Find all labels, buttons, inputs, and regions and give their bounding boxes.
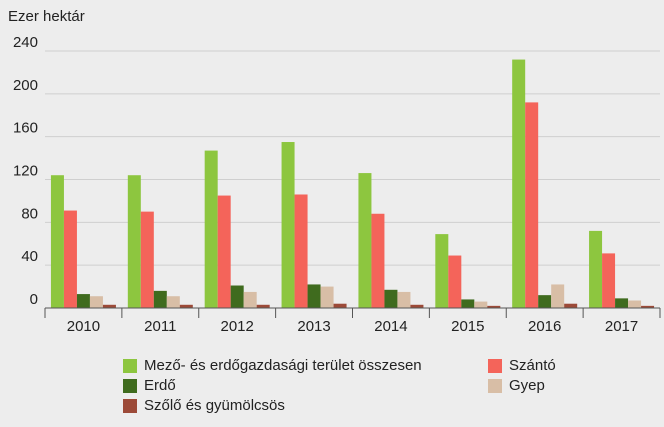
bar — [256, 304, 270, 308]
legend-swatch — [123, 399, 137, 413]
bar — [538, 295, 552, 308]
bar — [435, 234, 449, 308]
legend-label: Mező- és erdőgazdasági terület összesen — [144, 357, 422, 374]
bar — [243, 291, 257, 308]
bar — [127, 175, 141, 308]
bar — [474, 301, 488, 308]
bar — [628, 300, 642, 308]
y-tick-label: 120 — [13, 162, 38, 179]
bar — [358, 173, 372, 308]
legend-label: Gyep — [509, 377, 545, 394]
x-tick-label: 2016 — [528, 318, 561, 335]
legend-label: Szőlő és gyümölcsös — [144, 397, 285, 414]
bar — [294, 194, 308, 308]
legend-label: Szántó — [509, 357, 556, 374]
bar — [512, 59, 526, 308]
bar — [371, 213, 385, 308]
x-tick-label: 2012 — [221, 318, 254, 335]
x-tick-label: 2010 — [67, 318, 100, 335]
bar — [320, 286, 334, 308]
bar — [397, 291, 411, 308]
bar — [487, 305, 501, 308]
bar — [410, 304, 424, 308]
legend-swatch — [488, 379, 502, 393]
bar — [564, 303, 578, 308]
y-tick-label: 80 — [21, 205, 38, 222]
x-tick-label: 2017 — [605, 318, 638, 335]
x-tick-label: 2013 — [297, 318, 330, 335]
bar — [179, 304, 193, 308]
legend-label: Erdő — [144, 377, 176, 394]
y-tick-label: 160 — [13, 120, 38, 137]
y-tick-label: 200 — [13, 77, 38, 94]
bar — [551, 284, 565, 308]
y-axis-label: Ezer hektár — [8, 8, 85, 25]
bar — [602, 253, 616, 308]
bar — [50, 175, 64, 308]
bar — [589, 230, 603, 308]
bar — [641, 305, 655, 308]
x-tick-label: 2011 — [144, 318, 176, 335]
bar — [153, 290, 167, 308]
bar — [281, 142, 295, 308]
bar — [525, 102, 539, 309]
bar — [63, 210, 77, 308]
bar — [204, 150, 218, 308]
bar — [217, 195, 231, 308]
bar — [448, 255, 462, 308]
x-tick-label: 2014 — [374, 318, 407, 335]
bar — [166, 296, 180, 308]
bar — [615, 298, 629, 308]
bar — [102, 304, 116, 308]
y-tick-label: 0 — [30, 291, 38, 308]
bar — [76, 294, 90, 308]
legend-swatch — [123, 359, 137, 373]
bar — [384, 289, 398, 308]
legend-swatch — [123, 379, 137, 393]
bar — [230, 285, 244, 308]
bar — [461, 299, 475, 308]
legend-swatch — [488, 359, 502, 373]
bar — [333, 303, 347, 308]
bar — [307, 284, 321, 308]
x-tick-label: 2015 — [451, 318, 484, 335]
y-tick-label: 240 — [13, 34, 38, 51]
bar — [140, 211, 154, 308]
bar — [89, 296, 103, 308]
y-tick-label: 40 — [21, 248, 38, 265]
